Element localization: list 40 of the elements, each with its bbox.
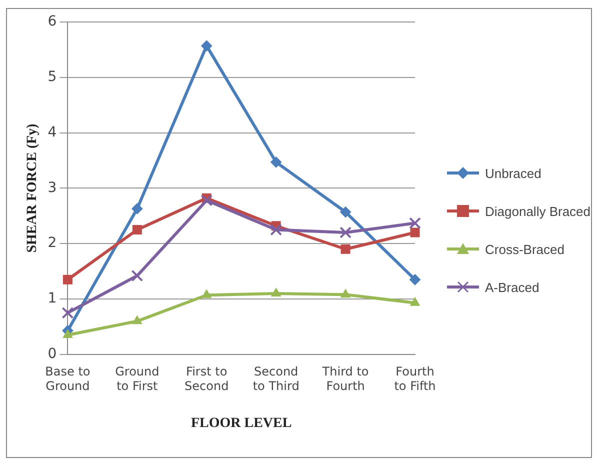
x-tick-label: Fourth to Fifth (394, 364, 436, 394)
x-tick-label: Second to Third (252, 364, 300, 394)
point (410, 274, 420, 286)
point (132, 316, 142, 324)
x-tick-label: Third to Fourth (321, 364, 369, 394)
y-axis-title: SHEAR FORCE (Fy) (25, 123, 40, 253)
point (270, 156, 282, 168)
legend-label: A-Braced (485, 280, 540, 294)
point (202, 290, 212, 298)
point (201, 40, 212, 52)
x-tick-label: Base to Ground (45, 364, 90, 394)
y-tick-label: 6 (48, 14, 57, 30)
point (409, 217, 421, 230)
x-axis-title: FLOOR LEVEL (190, 416, 292, 432)
point (271, 288, 281, 296)
legend-label: Diagonally Braced (485, 204, 591, 218)
y-tick-label: 0 (48, 346, 57, 362)
point (131, 270, 144, 282)
point (410, 228, 420, 238)
y-tick-label: 3 (48, 180, 57, 196)
point (62, 306, 74, 319)
y-tick-label: 4 (48, 124, 57, 140)
x-tick-label: Ground to First (115, 364, 160, 394)
point (340, 244, 350, 254)
point (340, 206, 352, 218)
point (62, 274, 72, 284)
x-tick-label: First to Second (184, 364, 229, 394)
legend-label: Cross-Braced (485, 242, 564, 256)
legend-label: Unbraced (485, 166, 542, 180)
point (132, 203, 143, 214)
point (132, 225, 142, 234)
y-tick-label: 5 (48, 69, 57, 86)
point (62, 330, 73, 338)
point (340, 289, 350, 298)
point (200, 194, 213, 206)
y-tick-label: 1 (48, 290, 57, 307)
point (270, 224, 282, 236)
y-tick-label: 2 (48, 235, 57, 252)
point (340, 226, 352, 238)
point (410, 297, 420, 306)
